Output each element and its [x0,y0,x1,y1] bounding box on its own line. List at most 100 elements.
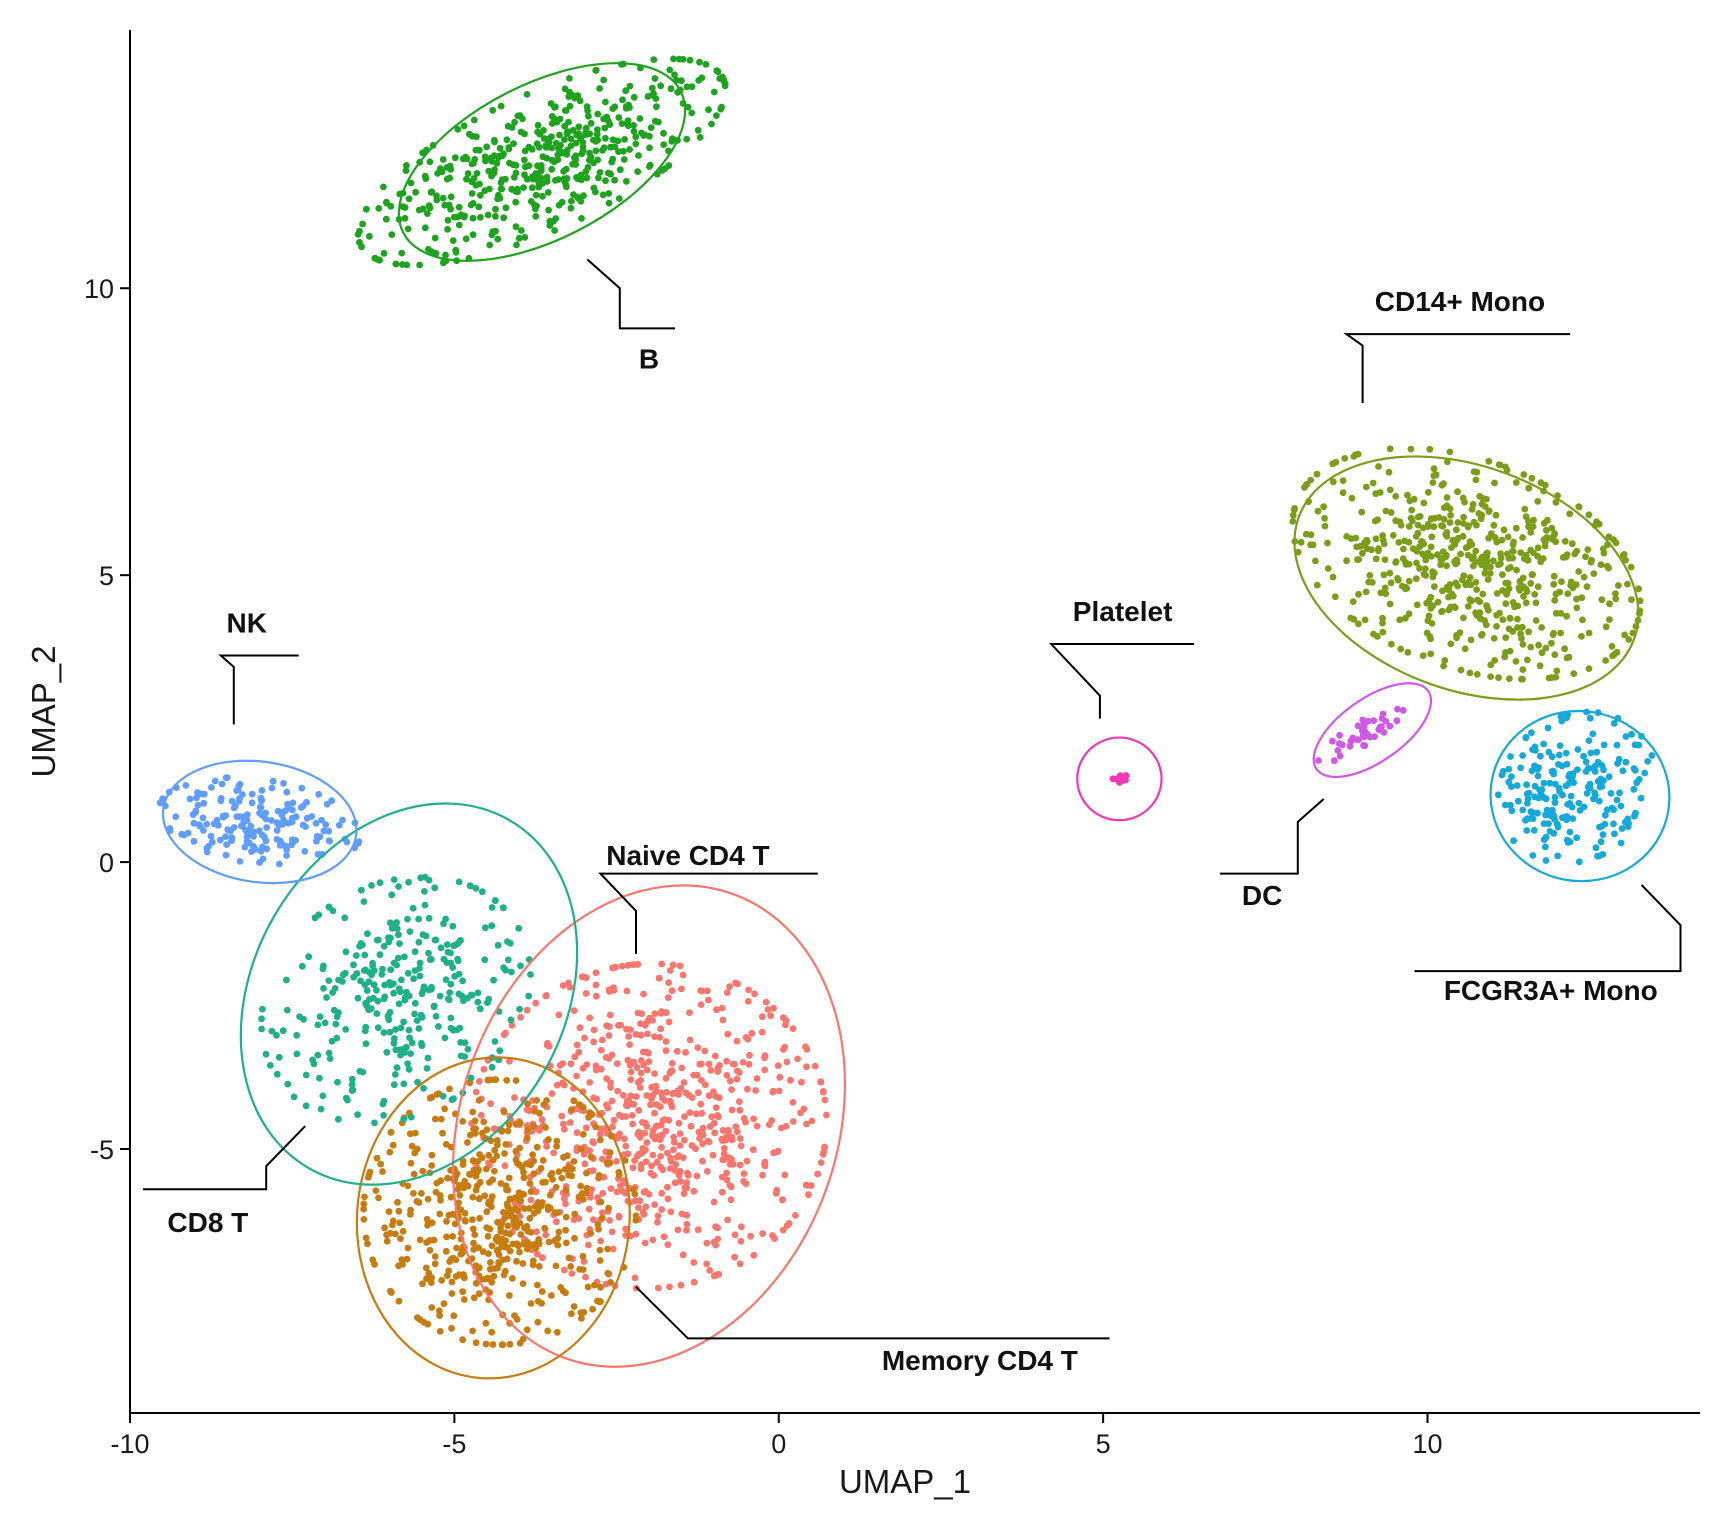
point-memory-cd4-t [488,1193,496,1201]
point-memory-cd4-t [460,1296,468,1303]
point-memory-cd4-t [484,1233,492,1240]
point-cd8-t [411,999,419,1007]
point-fcgr3a-mono [1562,749,1570,757]
point-nk [245,839,253,847]
point-cd14-mono [1621,631,1628,639]
point-cd14-mono [1585,629,1593,637]
point-memory-cd4-t [555,1168,563,1175]
point-cd8-t [371,967,378,974]
point-naive-cd4-t [715,1094,723,1102]
point-cd14-mono [1453,559,1461,567]
point-b [498,176,506,184]
point-memory-cd4-t [469,1327,476,1335]
point-b [579,143,587,151]
point-b [548,144,556,152]
point-memory-cd4-t [437,1115,445,1123]
point-fcgr3a-mono [1501,801,1509,809]
point-cd8-t [387,966,395,974]
point-memory-cd4-t [408,1142,416,1150]
point-fcgr3a-mono [1580,803,1588,811]
point-naive-cd4-t [803,1120,810,1128]
point-cd8-t [335,976,342,984]
point-memory-cd4-t [548,1169,556,1177]
point-b [502,204,510,212]
point-cd8-t [458,992,466,1000]
point-cd14-mono [1493,538,1501,546]
point-cd14-mono [1558,578,1565,585]
point-memory-cd4-t [524,1100,531,1108]
point-memory-cd4-t [516,1144,524,1152]
point-nk [200,799,208,807]
point-cd14-mono [1580,573,1588,581]
point-b [578,215,585,222]
cluster-points-dc [1315,705,1407,765]
point-naive-cd4-t [714,1224,721,1232]
point-nk [268,817,275,824]
point-cd14-mono [1385,468,1393,476]
point-fcgr3a-mono [1540,779,1548,787]
point-naive-cd4-t [477,1111,485,1119]
point-cd14-mono [1606,600,1613,608]
point-naive-cd4-t [792,1212,799,1219]
point-b [412,188,419,196]
point-b [532,191,540,199]
point-cd8-t [388,891,396,899]
point-memory-cd4-t [448,1255,455,1263]
point-naive-cd4-t [675,1119,683,1127]
point-naive-cd4-t [629,1164,637,1172]
point-cd14-mono [1457,550,1464,558]
point-cd14-mono [1379,628,1387,636]
point-cd14-mono [1427,515,1435,522]
point-fcgr3a-mono [1538,786,1546,794]
point-cd14-mono [1486,570,1494,577]
point-fcgr3a-mono [1566,773,1574,781]
point-naive-cd4-t [705,1060,713,1068]
point-naive-cd4-t [542,1231,550,1239]
point-cd14-mono [1550,629,1557,637]
point-nk [339,816,346,824]
point-cd8-t [442,976,450,983]
point-fcgr3a-mono [1563,816,1570,824]
point-naive-cd4-t [772,1190,780,1197]
point-cd14-mono [1502,649,1509,656]
point-memory-cd4-t [487,1259,494,1266]
point-nk [190,837,198,845]
point-b [572,161,580,168]
point-cd14-mono [1635,585,1642,593]
point-memory-cd4-t [579,1252,587,1260]
point-naive-cd4-t [553,1081,561,1089]
point-cd14-mono [1405,610,1413,618]
point-memory-cd4-t [455,1199,462,1207]
point-fcgr3a-mono [1630,785,1638,793]
point-cd14-mono [1484,576,1492,583]
point-fcgr3a-mono [1585,737,1593,744]
point-naive-cd4-t [649,1236,657,1244]
point-cd14-mono [1419,652,1427,659]
point-b [380,249,388,257]
point-cd14-mono [1424,520,1432,528]
point-naive-cd4-t [686,1109,694,1116]
point-b [450,213,458,221]
point-naive-cd4-t [627,1068,635,1076]
point-b [569,126,577,134]
point-b [566,75,573,82]
point-cd14-mono [1457,666,1465,674]
point-cd14-mono [1441,657,1449,664]
point-cd14-mono [1443,528,1451,536]
point-memory-cd4-t [570,1158,578,1165]
point-b [688,83,696,91]
point-fcgr3a-mono [1595,797,1603,805]
point-cd14-mono [1476,598,1484,606]
point-b [577,198,585,205]
point-cd14-mono [1454,582,1461,590]
point-cd8-t [389,920,397,928]
point-cd14-mono [1430,523,1438,531]
point-cd14-mono [1426,445,1434,453]
point-memory-cd4-t [577,1309,585,1316]
point-memory-cd4-t [530,1122,537,1130]
point-memory-cd4-t [520,1240,527,1248]
point-memory-cd4-t [470,1239,477,1247]
point-cd14-mono [1429,479,1437,486]
point-naive-cd4-t [699,1140,706,1148]
point-b [567,204,575,212]
